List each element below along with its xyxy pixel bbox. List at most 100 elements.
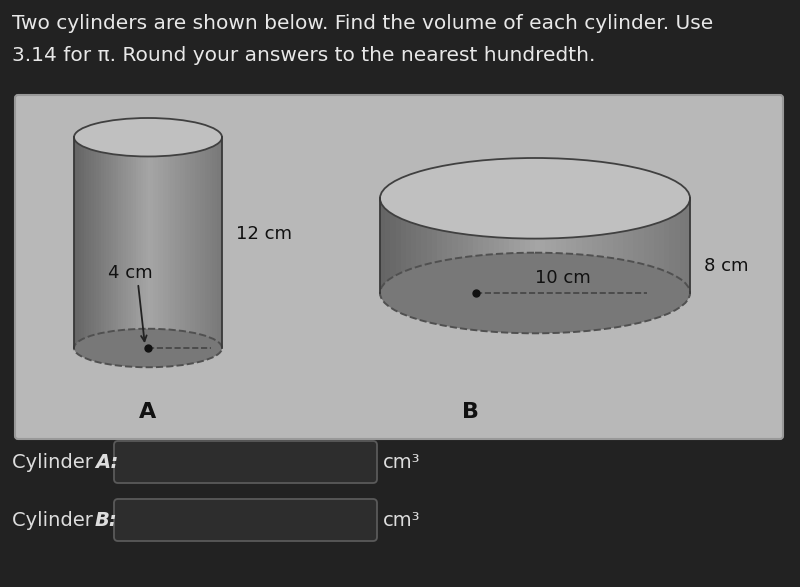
Text: 12 cm: 12 cm [236, 225, 292, 243]
Polygon shape [173, 137, 175, 348]
Polygon shape [219, 137, 222, 348]
Text: A:: A: [95, 453, 118, 471]
Polygon shape [158, 137, 160, 348]
Polygon shape [680, 198, 685, 293]
Polygon shape [426, 198, 432, 293]
Polygon shape [618, 198, 623, 293]
Polygon shape [442, 198, 447, 293]
Polygon shape [416, 198, 422, 293]
Polygon shape [535, 198, 540, 293]
Polygon shape [685, 198, 690, 293]
Polygon shape [98, 137, 101, 348]
Polygon shape [509, 198, 514, 293]
Polygon shape [166, 137, 168, 348]
Polygon shape [489, 198, 494, 293]
Polygon shape [207, 137, 210, 348]
Polygon shape [138, 137, 141, 348]
Polygon shape [146, 137, 148, 348]
Polygon shape [674, 198, 680, 293]
Text: 3.14 for π. Round your answers to the nearest hundredth.: 3.14 for π. Round your answers to the ne… [12, 46, 595, 65]
Polygon shape [212, 137, 214, 348]
Polygon shape [136, 137, 138, 348]
Ellipse shape [380, 158, 690, 238]
Polygon shape [592, 198, 597, 293]
Text: cm³: cm³ [383, 511, 421, 529]
Polygon shape [195, 137, 198, 348]
Polygon shape [86, 137, 89, 348]
Polygon shape [556, 198, 561, 293]
Polygon shape [586, 198, 592, 293]
Polygon shape [597, 198, 602, 293]
Polygon shape [106, 137, 109, 348]
Polygon shape [175, 137, 178, 348]
Polygon shape [628, 198, 633, 293]
Polygon shape [571, 198, 576, 293]
Polygon shape [74, 137, 77, 348]
Polygon shape [89, 137, 91, 348]
Polygon shape [200, 137, 202, 348]
Polygon shape [123, 137, 126, 348]
Polygon shape [130, 137, 133, 348]
FancyBboxPatch shape [114, 499, 377, 541]
Polygon shape [163, 137, 166, 348]
Text: A: A [139, 402, 157, 422]
Polygon shape [483, 198, 489, 293]
Text: Cylinder: Cylinder [12, 511, 99, 529]
Polygon shape [198, 137, 200, 348]
Polygon shape [160, 137, 163, 348]
Ellipse shape [74, 118, 222, 157]
Text: Two cylinders are shown below. Find the volume of each cylinder. Use: Two cylinders are shown below. Find the … [12, 14, 714, 33]
Polygon shape [638, 198, 643, 293]
Polygon shape [670, 198, 674, 293]
Polygon shape [101, 137, 104, 348]
Polygon shape [546, 198, 550, 293]
Polygon shape [613, 198, 618, 293]
Polygon shape [91, 137, 94, 348]
Text: B: B [462, 402, 478, 422]
Polygon shape [582, 198, 586, 293]
Polygon shape [659, 198, 664, 293]
Text: 4 cm: 4 cm [108, 264, 152, 282]
FancyBboxPatch shape [15, 95, 783, 439]
Polygon shape [150, 137, 153, 348]
Polygon shape [395, 198, 401, 293]
Polygon shape [118, 137, 121, 348]
Polygon shape [380, 198, 385, 293]
Polygon shape [128, 137, 130, 348]
Polygon shape [94, 137, 96, 348]
Text: 8 cm: 8 cm [704, 257, 749, 275]
Polygon shape [576, 198, 582, 293]
Polygon shape [77, 137, 79, 348]
Polygon shape [607, 198, 613, 293]
Polygon shape [96, 137, 98, 348]
Polygon shape [504, 198, 509, 293]
Polygon shape [401, 198, 406, 293]
Polygon shape [182, 137, 185, 348]
Polygon shape [623, 198, 628, 293]
Polygon shape [462, 198, 468, 293]
Polygon shape [84, 137, 86, 348]
Polygon shape [649, 198, 654, 293]
Polygon shape [566, 198, 571, 293]
Polygon shape [214, 137, 217, 348]
Polygon shape [79, 137, 82, 348]
Polygon shape [114, 137, 116, 348]
Polygon shape [643, 198, 649, 293]
Polygon shape [437, 198, 442, 293]
Polygon shape [133, 137, 136, 348]
Text: Cylinder: Cylinder [12, 453, 99, 471]
Polygon shape [525, 198, 530, 293]
Polygon shape [390, 198, 395, 293]
Text: B:: B: [95, 511, 118, 529]
Polygon shape [148, 137, 150, 348]
Polygon shape [193, 137, 195, 348]
Polygon shape [111, 137, 114, 348]
Polygon shape [126, 137, 128, 348]
FancyBboxPatch shape [114, 441, 377, 483]
Polygon shape [468, 198, 473, 293]
Polygon shape [168, 137, 170, 348]
Polygon shape [494, 198, 499, 293]
Polygon shape [82, 137, 84, 348]
Polygon shape [411, 198, 416, 293]
Polygon shape [550, 198, 556, 293]
